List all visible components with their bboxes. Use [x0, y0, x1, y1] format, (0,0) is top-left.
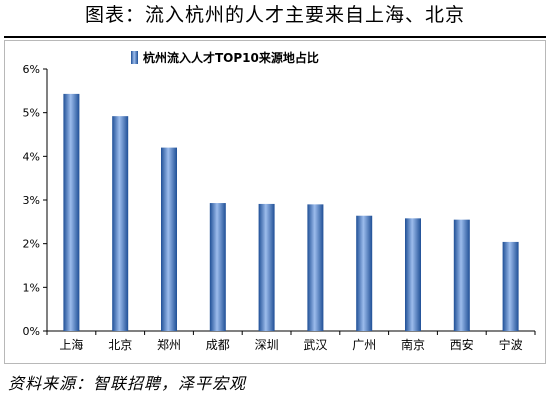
bar-郑州 [161, 147, 177, 331]
y-tick-label: 2% [23, 238, 40, 251]
x-tick-label: 广州 [352, 338, 376, 352]
y-axis-ticks: 0% 1% 2% 3% 4% 5% 6% [23, 63, 47, 338]
bar-武汉 [307, 204, 324, 331]
y-tick-label: 1% [23, 281, 40, 294]
title-divider [4, 36, 546, 38]
bar-上海 [63, 93, 80, 331]
bar-广州 [356, 215, 373, 331]
x-tick-label: 北京 [108, 338, 132, 352]
bar-南京 [405, 218, 421, 331]
bar-chart: 杭州流入人才TOP10来源地占比 0% 1% 2% 3% 4% 5% 6% 上海 北京 郑州 成都… [23, 50, 536, 352]
y-tick-label: 0% [23, 325, 40, 338]
x-axis-labels: 上海 北京 郑州 成都 深圳 武汉 广州 南京 西安 宁波 [59, 337, 522, 352]
legend-label: 杭州流入人才TOP10来源地占比 [143, 50, 319, 65]
x-tick-label: 南京 [401, 337, 425, 352]
x-tick-label: 郑州 [157, 337, 181, 352]
bar-北京 [112, 116, 129, 331]
source-note: 资料来源：智联招聘，泽平宏观 [8, 374, 247, 393]
x-tick-label: 成都 [206, 338, 230, 352]
chart-frame: 杭州流入人才TOP10来源地占比 0% 1% 2% 3% 4% 5% 6% 上海 北京 郑州 成都… [4, 40, 546, 364]
bars [63, 93, 519, 331]
x-tick-label: 上海 [59, 337, 83, 352]
x-tick-label: 武汉 [303, 338, 327, 352]
y-tick-label: 4% [23, 150, 40, 163]
legend-swatch [131, 51, 138, 64]
bar-宁波 [502, 241, 519, 331]
x-tick-label: 宁波 [499, 337, 523, 352]
x-tick-label: 西安 [450, 337, 474, 352]
bar-成都 [209, 203, 226, 331]
bar-西安 [453, 219, 470, 331]
x-tick-label: 深圳 [255, 338, 279, 352]
bar-深圳 [258, 203, 275, 331]
y-tick-label: 5% [23, 107, 40, 120]
page-title: 图表：流入杭州的人才主要来自上海、北京 [84, 4, 465, 26]
y-tick-label: 6% [23, 63, 40, 76]
y-tick-label: 3% [23, 194, 40, 207]
chart-legend: 杭州流入人才TOP10来源地占比 [131, 50, 319, 65]
